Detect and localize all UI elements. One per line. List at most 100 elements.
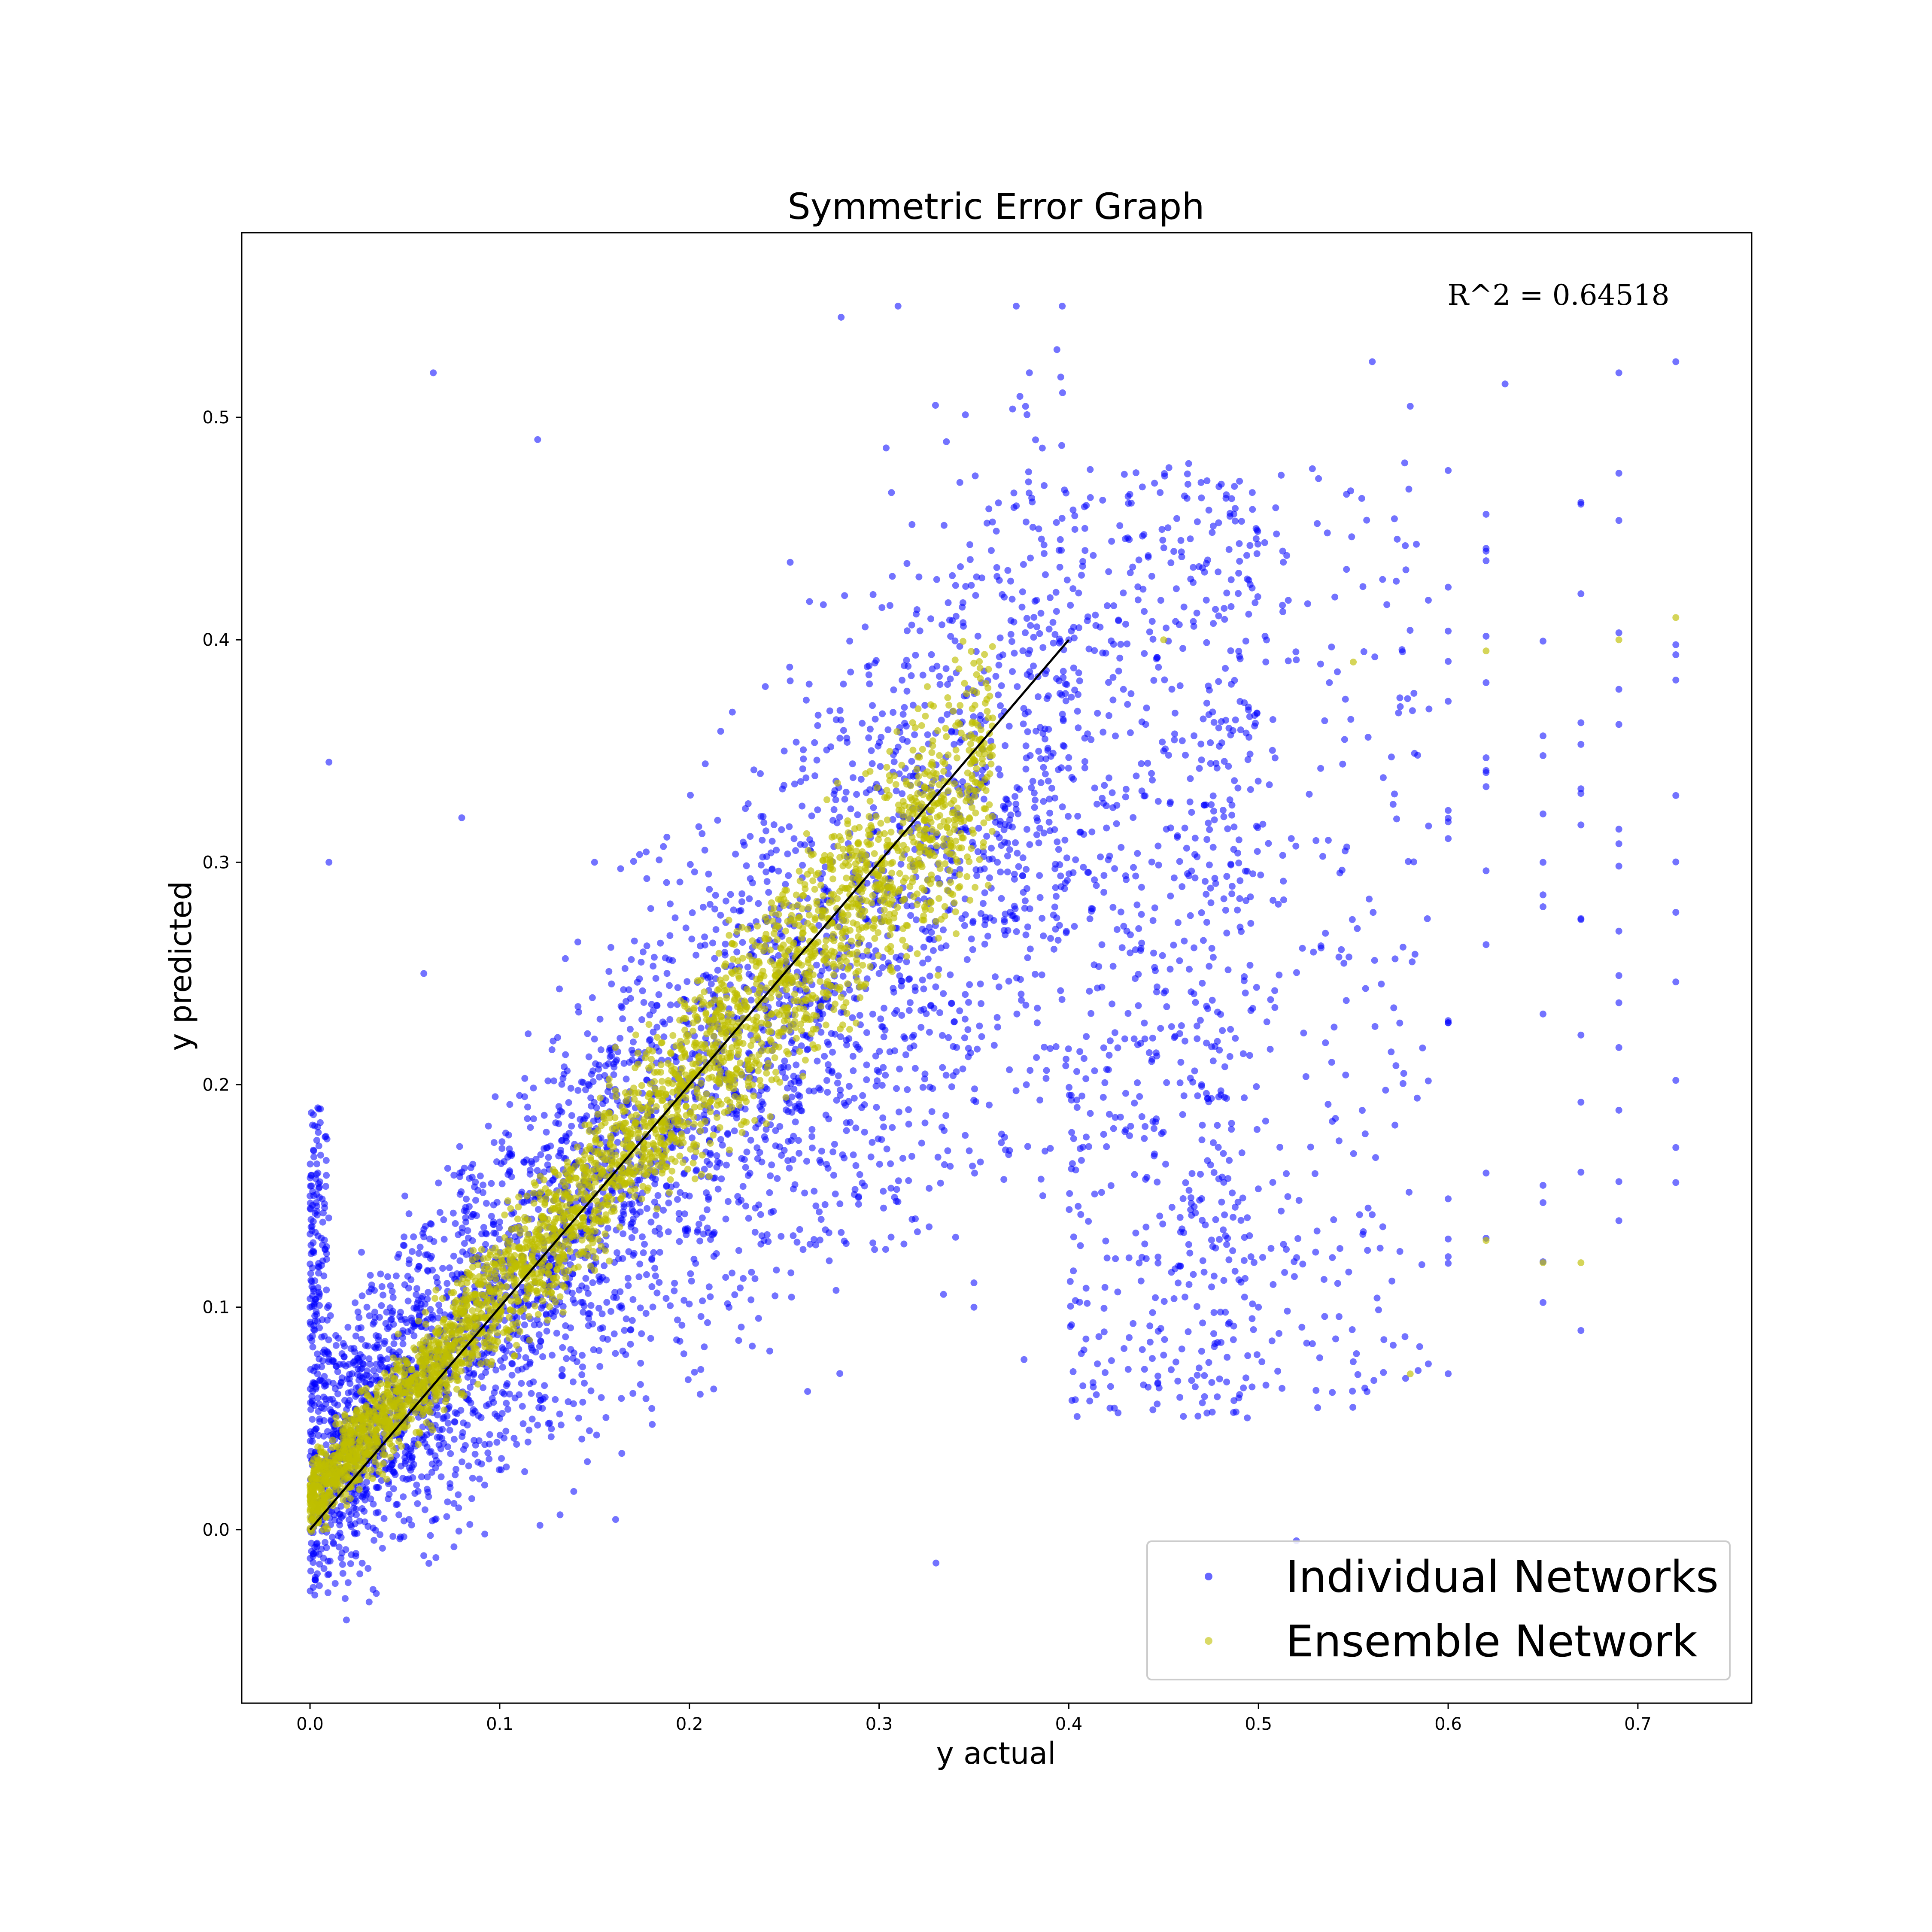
individual-network-point (347, 1560, 354, 1567)
individual-network-point (703, 1157, 711, 1165)
individual-network-point (987, 547, 995, 554)
individual-network-point (413, 1291, 420, 1298)
individual-network-point (1077, 1211, 1084, 1218)
individual-network-point (1191, 1383, 1199, 1391)
individual-network-point (1194, 1035, 1201, 1042)
individual-network-point (578, 1435, 586, 1443)
individual-network-point (804, 1046, 811, 1054)
individual-network-point (640, 999, 647, 1006)
individual-network-point (1577, 1099, 1585, 1106)
individual-network-point (1182, 1179, 1189, 1186)
individual-network-point (1053, 519, 1060, 526)
individual-network-point (647, 1218, 655, 1226)
individual-network-point (1245, 706, 1252, 714)
individual-network-point (325, 1302, 332, 1309)
individual-network-point (1138, 911, 1145, 918)
individual-network-point (1040, 550, 1048, 557)
individual-network-point (1072, 1396, 1079, 1403)
individual-network-point (331, 1385, 339, 1392)
individual-network-point (710, 1230, 717, 1238)
individual-network-point (1087, 494, 1094, 501)
individual-network-point (747, 833, 754, 840)
individual-network-point (903, 958, 910, 966)
individual-network-point (1293, 656, 1300, 663)
individual-network-point (653, 1002, 660, 1009)
individual-network-point (420, 1552, 428, 1559)
individual-network-point (496, 1218, 503, 1226)
individual-network-point (644, 1205, 650, 1212)
individual-network-point (1321, 1313, 1328, 1320)
individual-network-point (1222, 1232, 1229, 1239)
individual-network-point (1249, 584, 1256, 592)
individual-network-point (1207, 884, 1214, 892)
individual-network-point (1210, 1330, 1217, 1337)
individual-network-point (546, 1419, 553, 1427)
individual-network-point (1136, 1259, 1143, 1267)
individual-network-point (1194, 1372, 1201, 1379)
individual-network-point (915, 573, 923, 580)
individual-network-point (757, 861, 765, 869)
individual-network-point (1300, 1030, 1307, 1037)
individual-network-point (919, 926, 926, 933)
individual-network-point (394, 1254, 401, 1261)
individual-network-point (869, 1011, 876, 1018)
individual-network-point (380, 1515, 388, 1522)
individual-network-point (796, 1226, 803, 1233)
individual-network-point (1173, 515, 1180, 522)
individual-network-point (1215, 678, 1222, 685)
individual-network-point (459, 1458, 465, 1465)
individual-network-point (793, 1239, 801, 1246)
individual-network-point (1150, 677, 1157, 684)
individual-network-point (469, 1237, 476, 1244)
individual-network-point (1249, 489, 1256, 496)
individual-network-point (1321, 717, 1328, 724)
individual-network-point (1103, 824, 1110, 832)
individual-network-point (817, 875, 824, 882)
individual-network-point (1218, 718, 1225, 725)
individual-network-point (1445, 1017, 1452, 1024)
individual-network-point (1198, 1195, 1205, 1202)
individual-network-point (1482, 557, 1490, 565)
individual-network-point (786, 1164, 793, 1172)
individual-network-point (486, 1455, 493, 1463)
individual-network-point (1105, 679, 1112, 686)
individual-network-point (1080, 863, 1087, 871)
individual-network-point (369, 1586, 377, 1593)
individual-network-point (1244, 1352, 1252, 1359)
individual-network-point (589, 1067, 596, 1075)
individual-network-point (812, 1202, 820, 1209)
individual-network-point (738, 1323, 745, 1331)
individual-network-point (325, 1214, 332, 1221)
individual-network-point (952, 613, 960, 620)
individual-network-point (1230, 1336, 1237, 1343)
individual-network-point (455, 1491, 462, 1498)
individual-network-point (893, 954, 900, 961)
individual-network-point (1250, 1326, 1257, 1333)
individual-network-point (1168, 1204, 1176, 1211)
individual-network-point (452, 1471, 459, 1479)
individual-network-point (1103, 802, 1110, 809)
individual-network-point (1053, 893, 1060, 900)
individual-network-point (1372, 1154, 1379, 1161)
individual-network-point (1058, 996, 1066, 1003)
individual-network-point (1445, 658, 1452, 665)
individual-network-point (1129, 563, 1136, 571)
individual-network-point (952, 1233, 959, 1241)
individual-network-point (1577, 719, 1585, 726)
individual-network-point (997, 702, 1004, 709)
individual-network-point (521, 1321, 528, 1328)
individual-network-point (1187, 535, 1194, 543)
individual-network-point (650, 1249, 657, 1256)
individual-network-point (584, 1458, 591, 1465)
individual-network-point (307, 1216, 315, 1223)
individual-network-point (444, 1419, 452, 1427)
individual-network-point (1615, 927, 1622, 935)
individual-network-point (680, 1350, 687, 1358)
individual-network-point (595, 1305, 602, 1312)
individual-network-point (951, 741, 958, 748)
individual-network-point (1414, 1094, 1421, 1102)
individual-network-point (336, 1511, 343, 1518)
individual-network-point (1027, 1067, 1034, 1074)
individual-network-point (1227, 731, 1234, 738)
individual-network-point (619, 1015, 626, 1022)
